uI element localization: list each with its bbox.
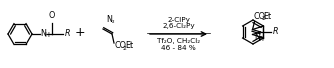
Text: CO: CO	[115, 41, 127, 51]
Text: ₂: ₂	[112, 19, 114, 24]
Text: Et: Et	[125, 41, 133, 51]
Text: +: +	[75, 27, 85, 40]
Text: H: H	[259, 36, 264, 42]
Text: R: R	[273, 27, 278, 35]
Text: 2: 2	[261, 16, 265, 21]
Text: Tf₂O, CH₂Cl₂: Tf₂O, CH₂Cl₂	[157, 38, 200, 44]
Text: 2: 2	[123, 45, 126, 51]
Text: 46 - 84 %: 46 - 84 %	[161, 45, 196, 51]
Text: 2,6-Cl₂Py: 2,6-Cl₂Py	[162, 23, 195, 29]
Text: 2-ClPy: 2-ClPy	[167, 17, 190, 23]
Text: R: R	[65, 28, 70, 37]
Text: N: N	[40, 28, 46, 37]
Text: Et: Et	[264, 12, 272, 21]
Text: N: N	[255, 33, 261, 42]
Text: H: H	[44, 32, 49, 38]
Text: N: N	[106, 16, 112, 24]
Text: CO: CO	[254, 12, 266, 21]
Text: O: O	[49, 11, 55, 20]
